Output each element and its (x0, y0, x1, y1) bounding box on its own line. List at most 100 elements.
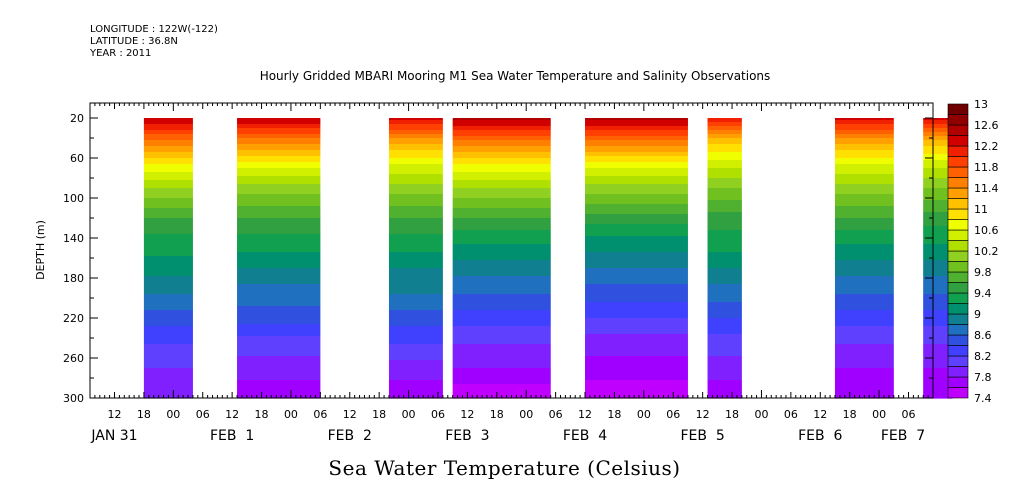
x-hour-tick-label: 06 (549, 408, 563, 421)
x-day-label: JAN 31 (90, 428, 137, 444)
heatmap-cell (388, 284, 443, 287)
heatmap-cell (452, 308, 551, 311)
heatmap-cell (237, 132, 321, 135)
heatmap-cell (388, 162, 443, 165)
heatmap-cell (707, 268, 742, 271)
heatmap-cell (707, 354, 742, 357)
heatmap-cell (834, 242, 894, 245)
heatmap-cell (452, 210, 551, 213)
heatmap-cell (585, 376, 688, 379)
data-segment (834, 118, 894, 399)
heatmap-cell (388, 298, 443, 301)
heatmap-cell (143, 350, 193, 353)
heatmap-cell (452, 124, 551, 127)
heatmap-cell (143, 118, 193, 121)
heatmap-cell (237, 158, 321, 161)
heatmap-cell (388, 218, 443, 221)
heatmap-cell (707, 198, 742, 201)
heatmap-cell (452, 152, 551, 155)
y-tick-label: 20 (70, 112, 84, 125)
heatmap-cell (834, 294, 894, 297)
x-hour-tick-label: 18 (843, 408, 857, 421)
heatmap-cell (388, 346, 443, 349)
heatmap-cell (707, 124, 742, 127)
heatmap-cell (923, 252, 953, 255)
colorbar-tick-label: 12.2 (974, 140, 999, 153)
colorbar-swatch (947, 366, 969, 378)
heatmap-cell (237, 286, 321, 289)
heatmap-cell (452, 178, 551, 181)
heatmap-cell (452, 262, 551, 265)
heatmap-cell (143, 340, 193, 343)
heatmap-cell (452, 252, 551, 255)
heatmap-cell (452, 376, 551, 379)
heatmap-cell (143, 382, 193, 385)
y-tick-label: 100 (63, 192, 84, 205)
colorbar-tick-label: 11.4 (974, 182, 999, 195)
heatmap-cell (237, 246, 321, 249)
heatmap-cell (388, 276, 443, 279)
heatmap-cell (452, 292, 551, 295)
x-hour-tick-label: 06 (196, 408, 210, 421)
heatmap-cell (143, 262, 193, 265)
heatmap-cell (388, 288, 443, 291)
heatmap-cell (585, 172, 688, 175)
heatmap-cell (923, 168, 953, 171)
heatmap-cell (923, 248, 953, 251)
heatmap-cell (707, 338, 742, 341)
heatmap-cell (923, 256, 953, 259)
heatmap-cell (923, 142, 953, 145)
heatmap-cell (585, 158, 688, 161)
heatmap-cell (834, 348, 894, 351)
heatmap-cell (585, 256, 688, 259)
heatmap-cell (923, 322, 953, 325)
heatmap-cell (585, 390, 688, 393)
heatmap-cell (452, 280, 551, 283)
heatmap-cell (388, 200, 443, 203)
heatmap-cell (923, 390, 953, 393)
colorbar-swatch (947, 345, 969, 357)
heatmap-cell (237, 166, 321, 169)
x-hour-tick-label: 12 (578, 408, 592, 421)
heatmap-cell (143, 390, 193, 393)
heatmap-cell (388, 224, 443, 227)
heatmap-cell (585, 194, 688, 197)
heatmap-cell (237, 126, 321, 129)
heatmap-cell (834, 334, 894, 337)
heatmap-cell (923, 190, 953, 193)
heatmap-cell (923, 302, 953, 305)
heatmap-cell (585, 226, 688, 229)
heatmap-cell (452, 320, 551, 323)
colorbar-swatch (947, 187, 969, 199)
heatmap-cell (237, 352, 321, 355)
heatmap-cell (707, 178, 742, 181)
colorbar-tick-label: 7.8 (974, 371, 992, 384)
heatmap-cell (707, 186, 742, 189)
heatmap-cell (707, 306, 742, 309)
heatmap-cell (585, 332, 688, 335)
heatmap-cell (923, 156, 953, 159)
colorbar-swatch (947, 324, 969, 336)
heatmap-cell (923, 140, 953, 143)
heatmap-cell (923, 330, 953, 333)
heatmap-cell (834, 156, 894, 159)
colorbar-tick-label: 11.8 (974, 161, 999, 174)
heatmap-cell (143, 248, 193, 251)
heatmap-cell (834, 260, 894, 263)
heatmap-cell (452, 228, 551, 231)
colorbar-tick-label: 11 (974, 203, 988, 216)
heatmap-cell (452, 378, 551, 381)
heatmap-cell (388, 286, 443, 289)
heatmap-cell (707, 394, 742, 397)
heatmap-cell (923, 206, 953, 209)
heatmap-cell (585, 312, 688, 315)
x-hour-tick-label: 00 (166, 408, 180, 421)
heatmap-cell (237, 206, 321, 209)
colorbar-swatch (947, 124, 969, 136)
heatmap-cell (452, 200, 551, 203)
heatmap-cell (237, 336, 321, 339)
heatmap-cell (237, 122, 321, 125)
heatmap-cell (237, 162, 321, 165)
heatmap-cell (237, 222, 321, 225)
